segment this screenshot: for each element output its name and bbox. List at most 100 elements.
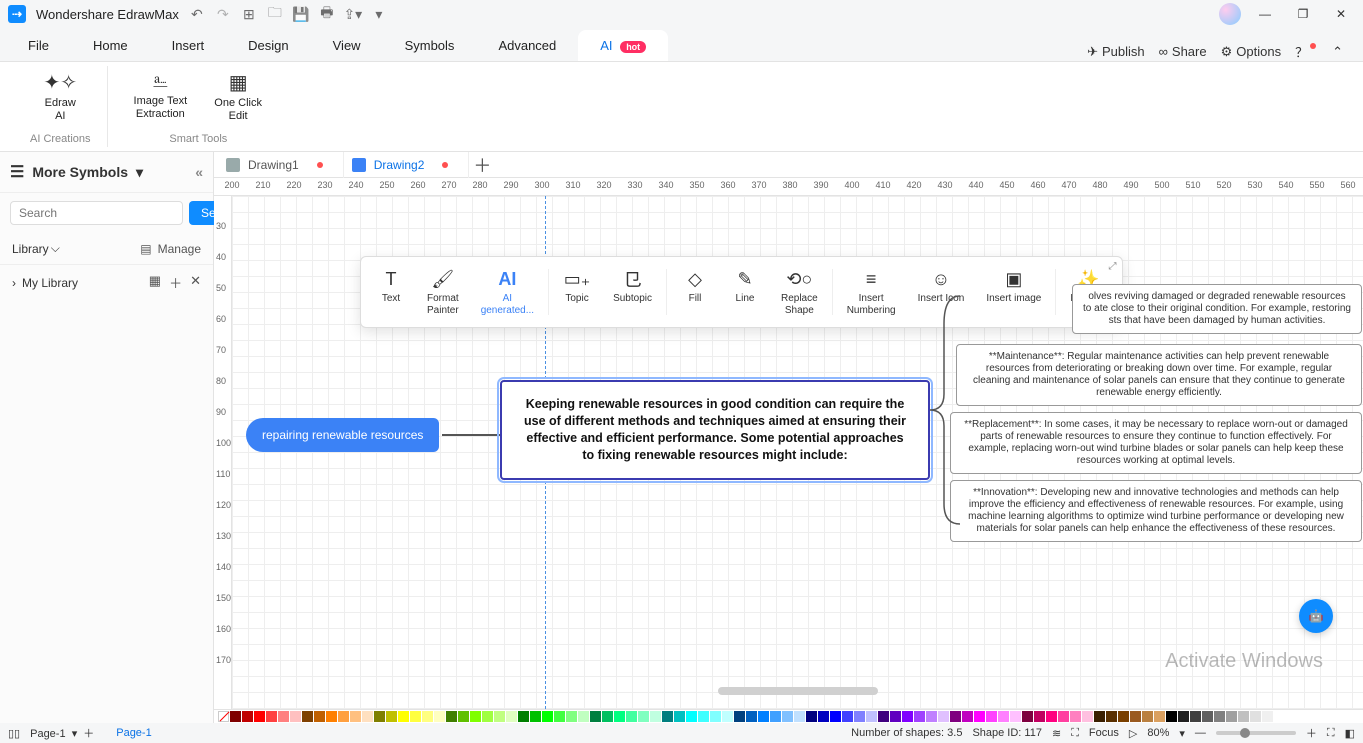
color-swatch[interactable]: [830, 711, 841, 722]
image-text-extraction-button[interactable]: ⎁ Image Text Extraction: [134, 70, 188, 123]
options-button[interactable]: ⚙ Options: [1221, 44, 1281, 60]
color-swatch[interactable]: [578, 711, 589, 722]
ft-ai-generated-button[interactable]: AIAI generated...: [471, 265, 544, 319]
ft-line-button[interactable]: ✎Line: [721, 265, 769, 319]
color-swatch[interactable]: [434, 711, 445, 722]
add-tab-button[interactable]: ＋: [469, 152, 495, 178]
color-swatch[interactable]: [1202, 711, 1213, 722]
color-swatch[interactable]: [614, 711, 625, 722]
color-swatch[interactable]: [398, 711, 409, 722]
color-swatch[interactable]: [326, 711, 337, 722]
search-input[interactable]: [10, 201, 183, 225]
color-swatch[interactable]: [362, 711, 373, 722]
ft-insert-image-button[interactable]: ▣Insert image: [976, 265, 1051, 319]
color-swatch[interactable]: [1178, 711, 1189, 722]
mindmap-leaf-3[interactable]: **Replacement**: In some cases, it may b…: [950, 412, 1362, 474]
color-swatch[interactable]: [1166, 711, 1177, 722]
color-swatch[interactable]: [506, 711, 517, 722]
more-symbols-label[interactable]: More Symbols: [32, 164, 128, 180]
color-swatch[interactable]: [530, 711, 541, 722]
ft-subtopic-button[interactable]: ⺋Subtopic: [603, 265, 662, 319]
menu-home[interactable]: Home: [71, 30, 150, 61]
save-icon[interactable]: 💾: [293, 6, 309, 22]
color-swatch[interactable]: [674, 711, 685, 722]
mindmap-leaf-1[interactable]: olves reviving damaged or degraded renew…: [1072, 284, 1362, 334]
zoom-slider[interactable]: [1216, 731, 1296, 735]
color-swatch[interactable]: [638, 711, 649, 722]
color-swatch[interactable]: [1106, 711, 1117, 722]
page-selector[interactable]: Page-1 ▾: [30, 727, 77, 740]
ft-text-button[interactable]: TText: [367, 265, 415, 319]
color-swatch[interactable]: [422, 711, 433, 722]
color-swatch[interactable]: [986, 711, 997, 722]
new-icon[interactable]: ⊞: [241, 6, 257, 22]
color-swatch[interactable]: [914, 711, 925, 722]
color-swatch[interactable]: [1130, 711, 1141, 722]
my-library-item[interactable]: › My Library ▦ ＋ ✕: [0, 265, 213, 300]
color-swatch[interactable]: [590, 711, 601, 722]
color-swatch[interactable]: [254, 711, 265, 722]
redo-icon[interactable]: ↷: [215, 6, 231, 22]
publish-button[interactable]: ✈ Publish: [1087, 44, 1145, 60]
more-icon[interactable]: ▾: [371, 6, 387, 22]
color-swatch[interactable]: [386, 711, 397, 722]
color-swatch[interactable]: [1274, 711, 1285, 722]
mindmap-leaf-2[interactable]: **Maintenance**: Regular maintenance act…: [956, 344, 1362, 406]
grid-icon[interactable]: ▦: [149, 273, 161, 292]
page-tab[interactable]: Page-1: [104, 725, 163, 741]
tab-drawing2[interactable]: Drawing2: [344, 152, 470, 178]
color-swatch[interactable]: [974, 711, 985, 722]
color-swatch[interactable]: [1070, 711, 1081, 722]
color-swatch[interactable]: [626, 711, 637, 722]
color-swatch[interactable]: [878, 711, 889, 722]
color-swatch[interactable]: [782, 711, 793, 722]
zoom-level[interactable]: 80%: [1147, 727, 1169, 739]
color-swatch[interactable]: [518, 711, 529, 722]
color-swatch[interactable]: [482, 711, 493, 722]
color-swatch[interactable]: [854, 711, 865, 722]
layout-icon[interactable]: ▯▯: [8, 727, 20, 740]
color-swatch[interactable]: [1250, 711, 1261, 722]
layers-icon[interactable]: ≋: [1052, 727, 1061, 740]
menu-insert[interactable]: Insert: [150, 30, 227, 61]
color-swatch[interactable]: [338, 711, 349, 722]
fullscreen-icon[interactable]: ⛶: [1327, 727, 1335, 740]
menu-symbols[interactable]: Symbols: [383, 30, 477, 61]
ft-topic-button[interactable]: ▭₊Topic: [553, 265, 601, 319]
color-swatch[interactable]: [698, 711, 709, 722]
menu-advanced[interactable]: Advanced: [476, 30, 578, 61]
menu-file[interactable]: File: [6, 30, 71, 61]
color-swatch[interactable]: [722, 711, 733, 722]
color-swatch[interactable]: [1022, 711, 1033, 722]
maximize-button[interactable]: ❐: [1289, 3, 1317, 25]
color-swatch[interactable]: [446, 711, 457, 722]
color-swatch[interactable]: [1010, 711, 1021, 722]
edraw-ai-button[interactable]: ✦✧ Edraw AI: [35, 70, 85, 123]
mindmap-sub-node[interactable]: Keeping renewable resources in good cond…: [500, 380, 930, 480]
color-swatch[interactable]: [230, 711, 241, 722]
color-swatch[interactable]: [818, 711, 829, 722]
color-swatch[interactable]: [1094, 711, 1105, 722]
color-swatch[interactable]: [902, 711, 913, 722]
plus-icon[interactable]: ＋: [169, 273, 182, 292]
color-swatch[interactable]: [926, 711, 937, 722]
zoom-in-button[interactable]: ＋: [1306, 725, 1317, 741]
color-swatch[interactable]: [266, 711, 277, 722]
color-swatch[interactable]: [566, 711, 577, 722]
color-swatch[interactable]: [1082, 711, 1093, 722]
color-swatch[interactable]: [494, 711, 505, 722]
color-swatch[interactable]: [1046, 711, 1057, 722]
color-swatch[interactable]: [302, 711, 313, 722]
color-swatch[interactable]: [938, 711, 949, 722]
no-fill-swatch[interactable]: [218, 711, 229, 722]
one-click-edit-button[interactable]: ▦ One Click Edit: [213, 70, 263, 123]
color-swatch[interactable]: [998, 711, 1009, 722]
color-swatch[interactable]: [806, 711, 817, 722]
color-swatch[interactable]: [1142, 711, 1153, 722]
collapse-ribbon-icon[interactable]: ⌃: [1332, 44, 1343, 60]
color-swatch[interactable]: [542, 711, 553, 722]
color-swatch[interactable]: [1034, 711, 1045, 722]
color-swatch[interactable]: [950, 711, 961, 722]
ft-insert-numbering-button[interactable]: ≡Insert Numbering: [837, 265, 906, 319]
close-icon[interactable]: ✕: [190, 273, 201, 292]
